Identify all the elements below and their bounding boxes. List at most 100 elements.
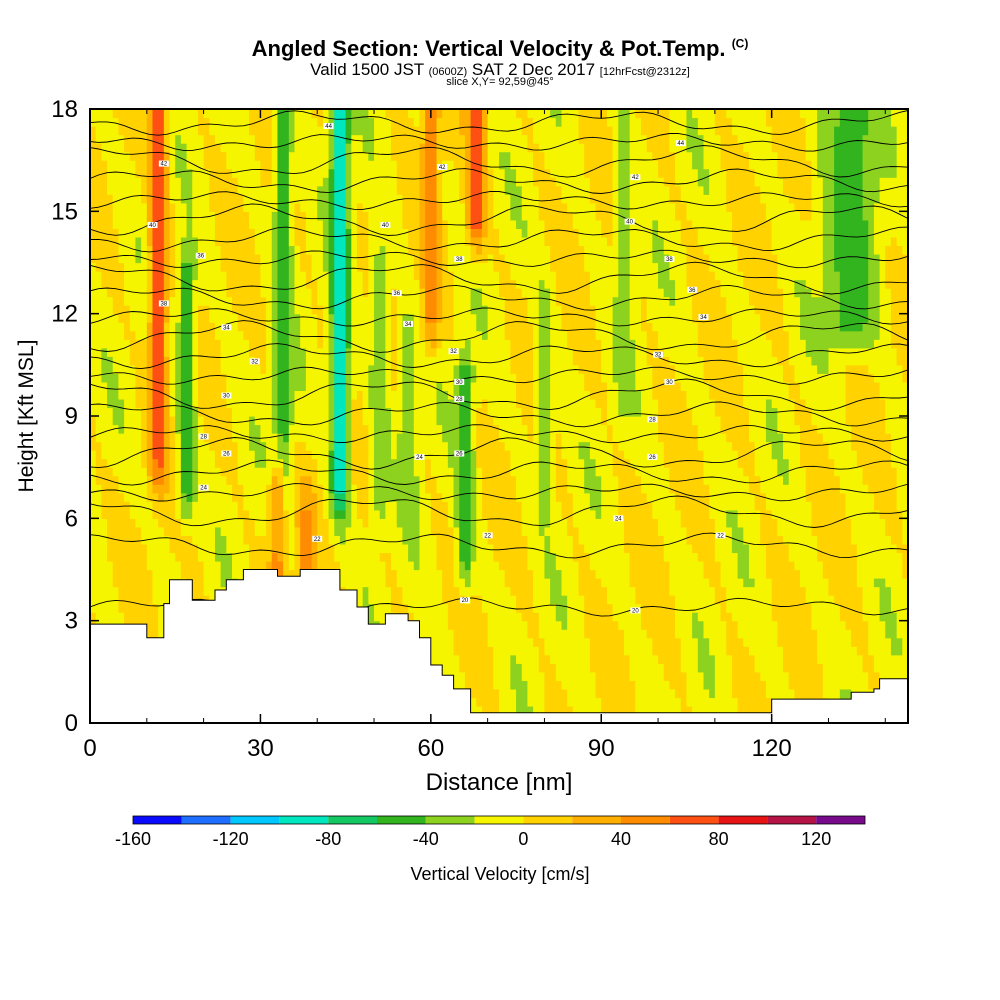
velocity-cell [192, 245, 199, 255]
velocity-cell [283, 117, 290, 127]
velocity-cell [95, 126, 102, 136]
velocity-cell [186, 458, 193, 468]
velocity-cell [90, 475, 97, 485]
velocity-cell [419, 416, 426, 426]
velocity-cell [129, 492, 137, 502]
velocity-cell [351, 475, 358, 485]
velocity-cell [305, 126, 313, 136]
velocity-cell [271, 194, 279, 204]
velocity-cell [118, 160, 125, 170]
velocity-cell [135, 441, 142, 451]
velocity-cell [328, 518, 335, 528]
velocity-cell [254, 236, 262, 247]
velocity-cell [300, 271, 307, 281]
velocity-cell [396, 450, 404, 460]
velocity-cell [124, 467, 131, 477]
velocity-cell [453, 279, 460, 289]
velocity-cell [175, 313, 182, 323]
velocity-cell [436, 253, 443, 264]
velocity-cell [107, 441, 114, 451]
velocity-cell [95, 219, 102, 229]
velocity-cell [447, 168, 455, 178]
velocity-cell [425, 467, 432, 477]
velocity-cell [362, 279, 369, 289]
velocity-cell [305, 407, 313, 417]
velocity-cell [447, 535, 455, 545]
velocity-cell [334, 356, 341, 366]
velocity-cell [283, 467, 290, 477]
velocity-cell [470, 629, 477, 639]
velocity-cell [112, 168, 120, 178]
velocity-cell [294, 569, 301, 579]
velocity-cell [430, 654, 438, 664]
velocity-cell [442, 492, 449, 502]
velocity-cell [476, 322, 483, 332]
velocity-cell [436, 228, 443, 238]
velocity-cell [453, 620, 460, 630]
velocity-cell [124, 143, 131, 153]
velocity-cell [118, 202, 125, 212]
velocity-cell [214, 126, 222, 136]
velocity-cell [118, 595, 125, 605]
velocity-cell [334, 228, 341, 238]
velocity-cell [408, 543, 415, 554]
velocity-cell [209, 288, 216, 298]
velocity-cell [476, 680, 483, 690]
velocity-cell [419, 185, 426, 195]
velocity-cell [334, 373, 341, 383]
velocity-cell [95, 305, 102, 315]
velocity-cell [135, 356, 142, 366]
velocity-cell [322, 347, 330, 357]
velocity-cell [391, 305, 398, 315]
velocity-cell [334, 211, 341, 221]
velocity-cell [243, 560, 250, 571]
velocity-cell [158, 330, 165, 340]
velocity-cell [447, 416, 455, 426]
velocity-cell [118, 168, 125, 178]
velocity-cell [169, 245, 176, 255]
velocity-cell [464, 484, 472, 494]
velocity-cell [396, 126, 404, 136]
velocity-cell [430, 646, 438, 656]
velocity-cell [442, 433, 449, 443]
velocity-cell [470, 637, 477, 647]
velocity-cell [180, 296, 188, 306]
velocity-cell [141, 416, 148, 426]
velocity-cell [481, 680, 489, 690]
velocity-cell [339, 398, 347, 409]
velocity-cell [220, 356, 227, 366]
velocity-cell [322, 322, 330, 332]
velocity-cell [436, 322, 443, 332]
velocity-cell [413, 330, 421, 340]
velocity-cell [124, 151, 131, 161]
velocity-cell [413, 160, 421, 170]
velocity-cell [317, 279, 324, 289]
velocity-cell [101, 143, 108, 153]
velocity-cell [311, 305, 318, 315]
velocity-cell [180, 535, 188, 545]
velocity-cell [169, 228, 176, 238]
velocity-cell [396, 381, 404, 392]
velocity-cell [356, 586, 364, 596]
velocity-cell [436, 236, 443, 247]
velocity-cell [453, 646, 460, 656]
velocity-cell [232, 211, 239, 221]
velocity-cell [447, 390, 455, 400]
velocity-cell [101, 211, 108, 221]
velocity-cell [396, 595, 404, 605]
velocity-cell [192, 330, 199, 340]
velocity-cell [408, 313, 415, 323]
velocity-cell [249, 535, 256, 545]
velocity-cell [391, 552, 398, 562]
velocity-cell [300, 245, 307, 255]
velocity-cell [294, 535, 301, 545]
velocity-cell [232, 347, 239, 357]
velocity-cell [192, 236, 199, 247]
velocity-cell [124, 398, 131, 409]
velocity-cell [243, 288, 250, 298]
velocity-cell [368, 271, 375, 281]
velocity-cell [260, 526, 267, 536]
velocity-cell [339, 228, 347, 238]
velocity-cell [396, 177, 404, 187]
velocity-cell [476, 441, 483, 451]
